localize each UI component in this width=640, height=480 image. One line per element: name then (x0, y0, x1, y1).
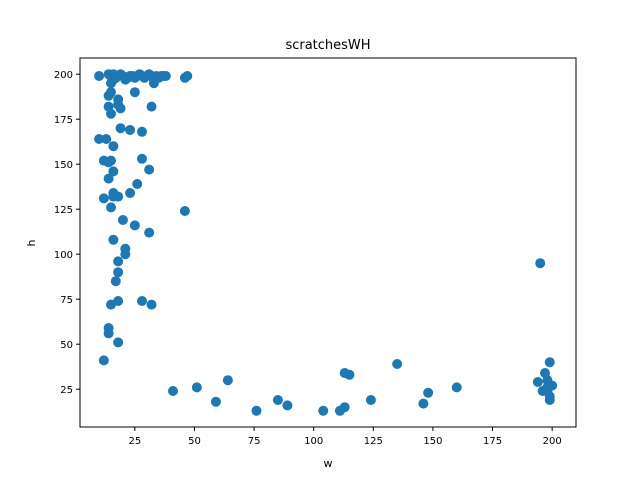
x-tick-label-25: 25 (128, 436, 141, 447)
scatter-point-38 (106, 108, 116, 119)
scatter-point-44 (94, 134, 105, 144)
scatter-point-70 (110, 276, 121, 287)
scatter-point-81 (210, 396, 221, 407)
scatter-point-72 (106, 299, 116, 310)
scatter-point-46 (108, 141, 119, 152)
scatter-point-62 (129, 220, 140, 231)
scatter-point-80 (191, 382, 202, 393)
y-tick-label-200: 200 (54, 70, 73, 81)
scatter-point-40 (148, 78, 159, 89)
scatter-point-30 (110, 72, 121, 83)
x-tick-label-100: 100 (304, 436, 323, 447)
scatter-point-54 (132, 179, 143, 189)
scatter-point-52 (108, 166, 119, 177)
y-axis-label: h (25, 239, 38, 246)
scatter-point-51 (144, 164, 155, 175)
x-tick-label-50: 50 (188, 436, 201, 447)
scatter-point-74 (146, 299, 157, 310)
scatter-point-45 (101, 134, 112, 144)
scatter-point-76 (103, 328, 114, 339)
scatter-point-102 (544, 357, 555, 368)
scatter-point-64 (108, 234, 119, 245)
x-tick-label-175: 175 (483, 436, 502, 447)
scatter-point-69 (113, 267, 124, 278)
scatter-point-61 (117, 215, 128, 225)
scatter-point-43 (137, 126, 147, 137)
x-axis: 25 50 75 100 125 150 175 200 (128, 427, 562, 447)
scatter-point-58 (125, 188, 136, 198)
points-layer (94, 69, 558, 416)
scatter-point-60 (106, 202, 116, 213)
scatter-point-84 (272, 395, 283, 405)
scatter-point-94 (423, 387, 434, 398)
scatter-point-93 (418, 398, 429, 409)
y-tick-label-175: 175 (54, 115, 73, 126)
scatter-point-78 (98, 355, 109, 366)
plot-area-frame (79, 57, 577, 428)
scatter-point-106 (542, 386, 553, 396)
y-tick-label-150: 150 (54, 160, 73, 171)
y-tick-label-25: 25 (60, 385, 73, 396)
scatter-point-39 (146, 101, 157, 112)
scatter-point-91 (365, 395, 376, 405)
y-tick-label-75: 75 (60, 295, 73, 306)
y-axis: 25 50 75 100 125 150 175 200 (54, 70, 80, 396)
scatter-point-97 (532, 377, 543, 387)
scatter-point-92 (392, 359, 403, 369)
y-tick-label-50: 50 (60, 340, 73, 351)
scatter-point-96 (535, 258, 546, 269)
x-tick-label-200: 200 (543, 436, 562, 447)
scatter-point-49 (106, 155, 116, 166)
scatter-point-42 (125, 125, 136, 135)
scatter-point-27 (182, 71, 193, 81)
scatter-point-25 (160, 71, 171, 81)
scatter-point-57 (113, 191, 124, 202)
scatter-point-36 (115, 103, 126, 114)
scatter-point-77 (113, 337, 124, 348)
scatter-point-85 (282, 400, 293, 411)
scatter-point-90 (344, 369, 355, 380)
scatter-point-41 (115, 123, 126, 134)
scatter-point-104 (544, 395, 555, 405)
scatter-point-31 (129, 87, 140, 98)
scatter-point-59 (98, 193, 109, 204)
x-axis-label: w (324, 457, 333, 470)
y-tick-label-125: 125 (54, 205, 73, 216)
scatter-point-95 (451, 382, 462, 393)
x-tick-label-125: 125 (364, 436, 383, 447)
scatter-point-0 (94, 71, 105, 81)
scatter-point-82 (222, 375, 233, 386)
x-tick-label-150: 150 (423, 436, 442, 447)
scatter-point-88 (339, 402, 350, 413)
scatter-point-86 (318, 405, 329, 416)
scatter-point-68 (113, 256, 124, 267)
scatter-point-65 (179, 206, 190, 216)
scatter-point-50 (137, 153, 147, 164)
scatter-point-33 (106, 87, 116, 98)
y-tick-label-100: 100 (54, 250, 73, 261)
x-tick-label-75: 75 (248, 436, 261, 447)
scatter-point-83 (251, 405, 262, 416)
scatter-point-73 (137, 296, 147, 306)
scatter-point-79 (168, 386, 178, 396)
chart-title: scratchesWH (285, 38, 370, 53)
scatter-point-67 (120, 249, 131, 260)
scatter-point-63 (144, 227, 155, 238)
scatter-point-53 (103, 173, 114, 184)
